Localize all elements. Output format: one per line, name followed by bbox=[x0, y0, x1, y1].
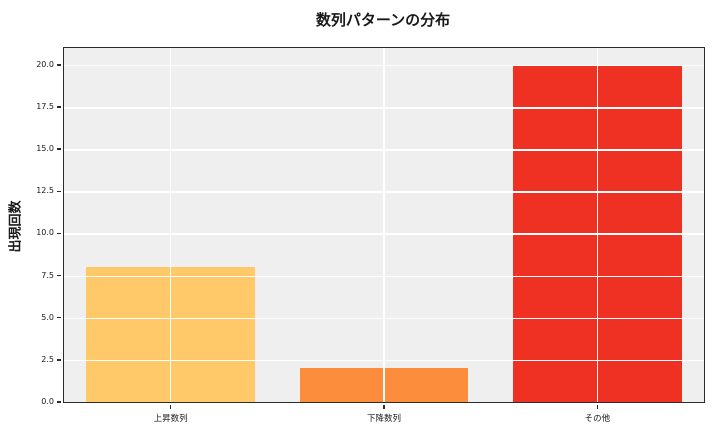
plot-area: 0.0 2.5 5.0 7.5 10.0 12.5 15.0 17.5 20.0 上昇数列 下降数列… bbox=[36, 47, 705, 424]
x-tick-label: 上昇数列 bbox=[153, 414, 188, 424]
y-tick bbox=[57, 317, 61, 319]
x-gridline bbox=[596, 48, 599, 402]
y-tick bbox=[57, 359, 61, 361]
x-tick bbox=[383, 405, 385, 409]
x-tick-label: その他 bbox=[584, 414, 611, 424]
y-tick bbox=[57, 64, 61, 66]
x-tick bbox=[596, 405, 599, 409]
y-tick-label: 12.5 bbox=[36, 186, 54, 196]
y-tick-label: 0.0 bbox=[41, 397, 54, 406]
x-gridline bbox=[383, 48, 385, 402]
y-tick bbox=[57, 274, 61, 277]
x-tick bbox=[169, 405, 172, 409]
y-tick-label: 5.0 bbox=[41, 312, 54, 322]
grid-layer bbox=[64, 48, 704, 402]
y-tick-label: 7.5 bbox=[41, 270, 54, 280]
y-tick bbox=[57, 401, 61, 403]
y-tick bbox=[57, 106, 61, 108]
axis-layer: 0.0 2.5 5.0 7.5 10.0 12.5 15.0 17.5 20.0 上昇数列 下降数列… bbox=[36, 48, 704, 424]
y-tick bbox=[57, 148, 61, 150]
y-tick bbox=[57, 232, 61, 235]
x-tick-label: 下降数列 bbox=[366, 414, 401, 424]
y-tick-label: 2.5 bbox=[41, 354, 54, 364]
chart-title: 数列パターンの分布 bbox=[315, 11, 451, 29]
y-tick-label: 10.0 bbox=[36, 228, 54, 238]
y-tick-label: 20.0 bbox=[36, 59, 54, 69]
y-axis-label: 出現回数 bbox=[8, 200, 24, 253]
x-gridline bbox=[169, 48, 172, 402]
y-tick-label: 17.5 bbox=[36, 102, 54, 111]
y-tick-label: 15.0 bbox=[36, 144, 54, 154]
y-tick bbox=[57, 190, 61, 192]
